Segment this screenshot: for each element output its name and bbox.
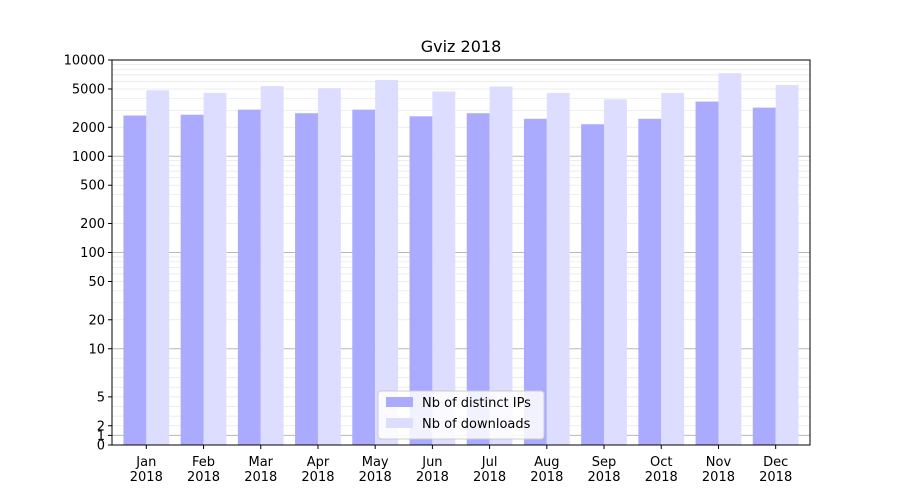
y-tick-label: 10000 xyxy=(64,54,105,69)
bar-distinct-ips xyxy=(409,116,433,445)
bar-distinct-ips xyxy=(581,124,605,445)
y-tick-label: 2000 xyxy=(72,121,105,136)
y-tick-label: 2 xyxy=(97,419,105,434)
y-tick-label: 200 xyxy=(80,217,105,232)
x-tick-label: Apr 2018 xyxy=(301,455,334,485)
bar-downloads xyxy=(718,73,742,445)
bar-distinct-ips xyxy=(695,101,719,445)
chart-title: Gviz 2018 xyxy=(421,37,502,56)
x-tick-label-line: Jun xyxy=(421,455,442,470)
bar-downloads xyxy=(489,86,513,445)
legend-swatch xyxy=(386,418,413,428)
x-tick-label: Aug 2018 xyxy=(530,455,563,485)
y-tick-label: 1000 xyxy=(72,150,105,165)
bar-downloads xyxy=(604,99,627,446)
x-tick-label: Dec 2018 xyxy=(759,455,792,485)
x-tick-label: Jul 2018 xyxy=(473,455,506,485)
x-tick-label-line: Feb xyxy=(192,455,215,470)
x-tick-label-line: 2018 xyxy=(244,470,277,485)
x-tick-label-line: Oct xyxy=(650,455,672,470)
bar-distinct-ips xyxy=(352,109,376,445)
x-tick-label-line: May xyxy=(362,455,389,470)
x-tick-label-line: 2018 xyxy=(530,470,563,485)
x-tick-label: Oct 2018 xyxy=(645,455,678,485)
legend-box xyxy=(377,390,545,440)
bar-downloads xyxy=(317,88,341,446)
bar-distinct-ips xyxy=(638,118,662,445)
bar-downloads xyxy=(375,79,399,445)
x-tick-label-line: Apr xyxy=(307,455,330,470)
y-tick-label: 20 xyxy=(88,313,105,328)
y-tick-label: 1 xyxy=(97,429,105,444)
bar-downloads xyxy=(546,92,570,446)
x-tick-label: Mar 2018 xyxy=(244,455,277,485)
bar-distinct-ips xyxy=(523,118,547,445)
x-tick-label-line: 2018 xyxy=(301,470,334,485)
y-tick-label: 5 xyxy=(97,390,105,405)
bar-distinct-ips xyxy=(237,109,261,445)
x-tick-label-line: 2018 xyxy=(702,470,735,485)
bar-downloads xyxy=(260,86,284,446)
legend-label: Nb of downloads xyxy=(422,417,531,432)
x-tick-label-line: 2018 xyxy=(587,470,620,485)
x-tick-label: Jan 2018 xyxy=(130,455,163,485)
x-tick-label-line: 2018 xyxy=(187,470,220,485)
bar-downloads xyxy=(775,84,799,446)
bar-distinct-ips xyxy=(466,113,490,446)
bars xyxy=(123,73,799,446)
x-tick-label-line: Nov xyxy=(706,455,732,470)
x-tick-label-line: Aug xyxy=(534,455,559,470)
x-tick-label-line: 2018 xyxy=(130,470,163,485)
x-tick-label-line: 2018 xyxy=(473,470,506,485)
legend-swatch xyxy=(386,397,413,407)
x-tick-label: Jun 2018 xyxy=(416,455,449,485)
x-tick-label-line: Mar xyxy=(248,455,273,470)
x-tick-label-line: Sep xyxy=(592,455,617,470)
x-tick-label-line: Jan xyxy=(135,455,156,470)
bar-downloads xyxy=(203,92,227,446)
x-tick-label: May 2018 xyxy=(359,455,392,485)
x-tick-label-line: 2018 xyxy=(759,470,792,485)
bar-downloads xyxy=(146,90,170,445)
x-tick-label-line: 2018 xyxy=(645,470,678,485)
bar-distinct-ips xyxy=(180,114,204,445)
y-tick-label: 100 xyxy=(80,246,105,261)
legend: Nb of distinct IPs Nb of downloads xyxy=(377,390,545,440)
bar-downloads xyxy=(661,92,685,446)
legend-label: Nb of distinct IPs xyxy=(422,396,531,411)
x-tick-label-line: 2018 xyxy=(416,470,449,485)
x-tick-label-line: 2018 xyxy=(359,470,392,485)
x-tick-label: Feb 2018 xyxy=(187,455,220,485)
x-tick-label-line: Jul xyxy=(481,455,498,470)
y-tick-label: 5000 xyxy=(72,82,105,97)
y-tick-label: 500 xyxy=(80,179,105,194)
x-tick-label: Nov 2018 xyxy=(702,455,735,485)
bar-distinct-ips xyxy=(295,113,318,446)
x-tick-label: Sep 2018 xyxy=(587,455,620,485)
y-tick-label: 10 xyxy=(88,342,105,357)
bar-distinct-ips xyxy=(752,107,776,445)
bar-distinct-ips xyxy=(123,115,147,445)
y-tick-label: 50 xyxy=(88,275,105,290)
x-tick-label-line: Dec xyxy=(763,455,788,470)
bar-downloads xyxy=(432,91,456,445)
y-axis-ticks: 012 5 10 20 50 100 200 500 1000 2000 5000 10000 xyxy=(64,54,112,454)
y-tick-label: 0 xyxy=(97,439,105,454)
